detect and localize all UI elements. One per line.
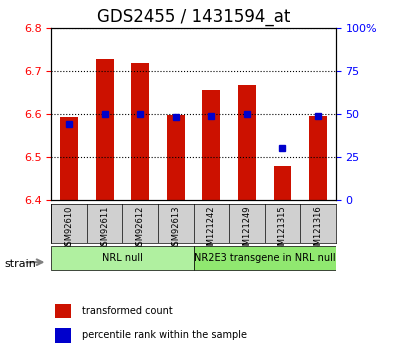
Text: GSM121242: GSM121242 <box>207 202 216 257</box>
Bar <box>309 116 327 200</box>
FancyBboxPatch shape <box>194 246 336 269</box>
Bar <box>167 115 184 200</box>
Text: GSM92610: GSM92610 <box>65 202 73 251</box>
Text: GSM92611: GSM92611 <box>100 206 109 251</box>
Text: GSM92610: GSM92610 <box>65 206 73 251</box>
Text: GSM121315: GSM121315 <box>278 202 287 257</box>
Text: GSM92613: GSM92613 <box>171 202 180 251</box>
Text: GSM92612: GSM92612 <box>136 206 145 251</box>
Text: GSM121316: GSM121316 <box>314 206 322 256</box>
Text: GSM92611: GSM92611 <box>100 202 109 251</box>
Text: transformed count: transformed count <box>81 306 172 316</box>
Text: NRL null: NRL null <box>102 253 143 263</box>
Bar <box>238 85 256 200</box>
Text: GSM121315: GSM121315 <box>278 206 287 256</box>
Text: NR2E3 transgene in NRL null: NR2E3 transgene in NRL null <box>194 253 335 263</box>
Text: GSM92613: GSM92613 <box>171 206 180 251</box>
Bar <box>55 328 71 343</box>
Text: GSM121242: GSM121242 <box>207 206 216 256</box>
Text: GSM92612: GSM92612 <box>136 202 145 251</box>
Text: GSM121249: GSM121249 <box>243 202 251 257</box>
Text: GSM121316: GSM121316 <box>314 202 322 257</box>
Text: percentile rank within the sample: percentile rank within the sample <box>81 331 246 340</box>
Bar <box>96 59 114 200</box>
Text: GSM121249: GSM121249 <box>243 206 251 256</box>
Bar <box>60 117 78 200</box>
Bar <box>55 304 71 318</box>
Bar <box>202 90 220 200</box>
Bar <box>131 63 149 200</box>
Bar <box>274 167 292 200</box>
FancyBboxPatch shape <box>51 246 194 269</box>
Title: GDS2455 / 1431594_at: GDS2455 / 1431594_at <box>97 8 290 26</box>
Text: strain: strain <box>4 259 36 269</box>
